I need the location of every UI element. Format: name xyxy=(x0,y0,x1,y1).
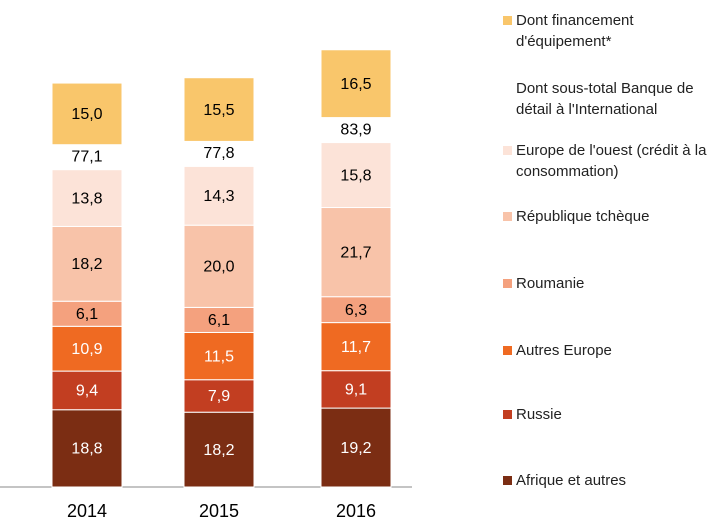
bar-segment xyxy=(320,49,392,119)
x-tick-label: 2015 xyxy=(199,501,239,521)
legend-entry: Afrique et autres xyxy=(503,470,713,491)
bar-segment xyxy=(320,142,392,209)
bar-segment xyxy=(51,409,123,488)
legend-label: Roumanie xyxy=(516,275,585,292)
legend-label: Russie xyxy=(516,406,562,423)
legend-entry: République tchèque xyxy=(503,206,713,227)
value-label: 20,0 xyxy=(203,259,234,276)
x-tick-label: 2014 xyxy=(67,501,107,521)
legend-entry: Dont financement d'équipement* xyxy=(503,10,713,52)
bar-segment xyxy=(183,331,255,381)
legend-entry: Europe de l'ouest (crédit à la consommat… xyxy=(503,140,713,182)
legend-label: Europe de l'ouest (crédit à la consommat… xyxy=(516,142,707,180)
value-label: 6,1 xyxy=(76,306,98,323)
value-label: 18,2 xyxy=(71,256,102,273)
legend-swatch xyxy=(503,16,512,25)
subtotal-label: 77,1 xyxy=(71,148,102,165)
value-label: 19,2 xyxy=(340,440,371,457)
legend-entry: Russie xyxy=(503,404,713,425)
value-label: 18,8 xyxy=(71,441,102,458)
legend-entry: Roumanie xyxy=(503,273,713,294)
bar-segment xyxy=(51,82,123,146)
legend-swatch xyxy=(503,346,512,355)
legend-swatch xyxy=(503,212,512,221)
legend-label: Dont financement d'équipement* xyxy=(516,12,634,50)
bar-segment xyxy=(183,224,255,308)
legend-label: Afrique et autres xyxy=(516,472,627,489)
subtotal-label: 83,9 xyxy=(340,121,371,138)
value-label: 15,8 xyxy=(340,167,371,184)
value-label: 9,1 xyxy=(345,382,367,399)
legend-label: Dont sous-total Banque de détail à l'Int… xyxy=(516,80,694,118)
legend-swatch xyxy=(503,410,512,419)
legend-swatch xyxy=(503,476,512,485)
value-label: 9,4 xyxy=(76,383,98,400)
bar-segment xyxy=(183,165,255,226)
value-label: 15,0 xyxy=(71,106,102,123)
legend-swatch xyxy=(503,279,512,288)
bar-segment xyxy=(183,77,255,142)
value-label: 6,1 xyxy=(208,312,230,329)
value-label: 15,5 xyxy=(203,102,234,119)
value-label: 18,2 xyxy=(203,442,234,459)
legend-swatch xyxy=(503,146,512,155)
subtotal-label: 77,8 xyxy=(203,145,234,162)
bar-segment xyxy=(183,411,255,488)
value-label: 14,3 xyxy=(203,188,234,205)
legend-label: République tchèque xyxy=(516,208,650,225)
value-label: 11,7 xyxy=(341,339,371,356)
value-label: 16,5 xyxy=(340,76,371,93)
legend-entry: Autres Europe xyxy=(503,340,713,361)
value-label: 21,7 xyxy=(340,244,371,261)
value-label: 7,9 xyxy=(208,388,230,405)
bar-segment xyxy=(51,169,123,227)
value-label: 6,3 xyxy=(345,302,367,319)
value-label: 13,8 xyxy=(71,190,102,207)
value-label: 10,9 xyxy=(71,341,102,358)
bar-segment xyxy=(51,325,123,372)
legend-label: Autres Europe xyxy=(516,342,612,359)
value-label: 11,5 xyxy=(204,348,234,365)
legend-entry: Dont sous-total Banque de détail à l'Int… xyxy=(503,78,713,120)
bar-segment xyxy=(320,322,392,372)
bar-segment xyxy=(320,407,392,488)
bar-segment xyxy=(51,370,123,411)
x-tick-label: 2016 xyxy=(336,501,376,521)
